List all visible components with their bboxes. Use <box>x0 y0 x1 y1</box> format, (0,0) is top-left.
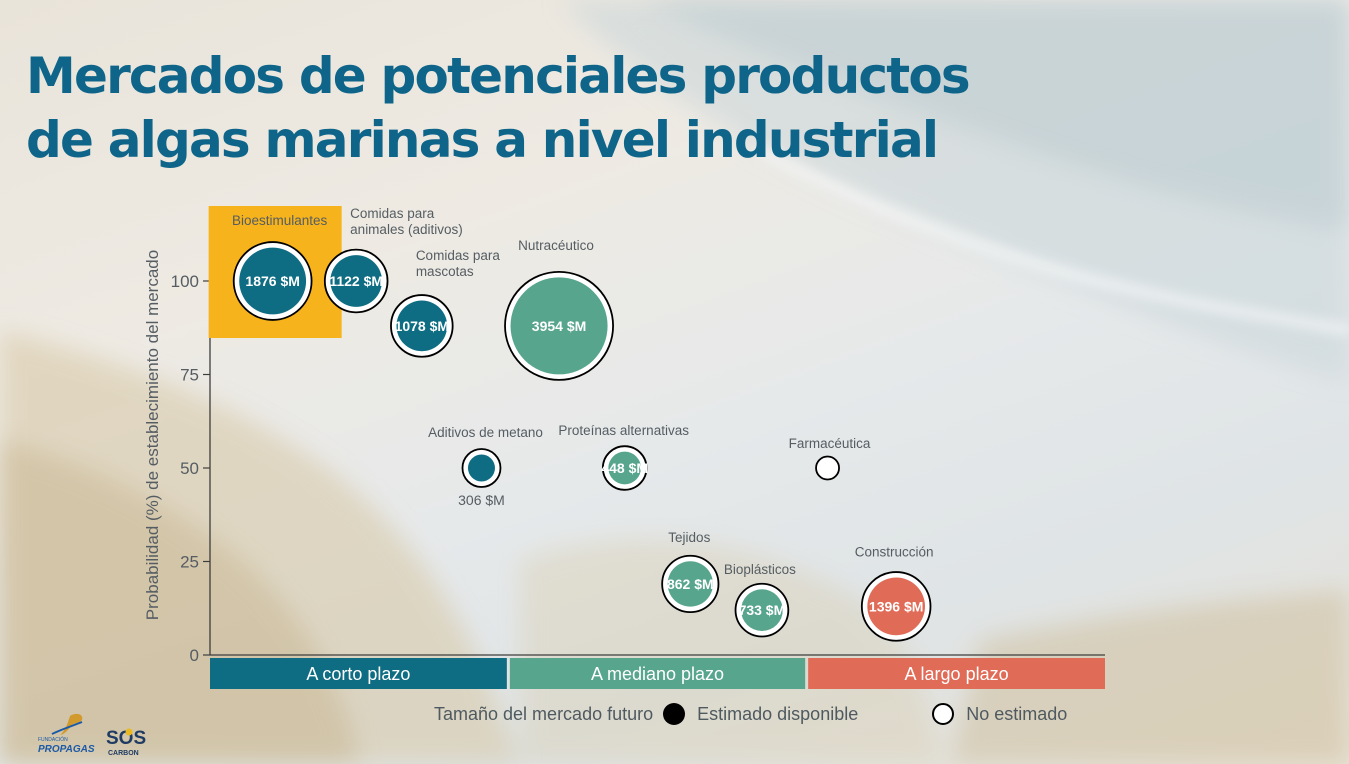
bubble-label-farmaceutica: Farmacéutica <box>789 436 871 451</box>
bubble-comidas-para-animales-aditivos <box>330 255 383 307</box>
bubble-label-nutraceutico: Nutracéutico <box>518 238 594 253</box>
bubble-label-proteinas-alternativas: Proteínas alternativas <box>558 423 689 438</box>
bubble-label-bioplasticos: Bioplásticos <box>724 562 796 577</box>
sos-logo-subtext: CARBON <box>108 750 139 757</box>
bubble-label-line: Tejidos <box>668 530 710 545</box>
bubble-proteinas-alternativas <box>608 451 642 485</box>
bubble-nutraceutico <box>510 277 608 375</box>
propagas-logo-text: PROPAGAS <box>38 744 95 755</box>
bubble-value-nutraceutico: 3954 $M <box>532 318 586 334</box>
bubble-tejidos <box>667 561 713 607</box>
bubble-label-line: Nutracéutico <box>518 238 594 253</box>
bubble-label-comidas-para-animales-aditivos: Comidas para animales (aditivos) <box>350 206 463 237</box>
bubble-label-bioestimulantes: Bioestimulantes <box>232 213 328 228</box>
bubble-bioestimulantes <box>239 247 307 315</box>
title-line-1: Mercados de potenciales productos <box>26 47 971 105</box>
legend-label-not-estimated: No estimado <box>966 703 1068 724</box>
bubble-label-line: Aditivos de metano <box>428 425 543 440</box>
y-tick-label: 25 <box>180 553 199 572</box>
legend-hollow-circle-icon <box>932 703 955 725</box>
bubble-aditivos-de-metano <box>467 454 495 482</box>
bubble-value-comidas-para-animales-aditivos: 1122 $M <box>329 273 383 289</box>
bubble-label-tejidos: Tejidos <box>668 530 710 545</box>
y-tick-label: 0 <box>190 646 199 665</box>
bubble-value-comidas-para-mascotas: 1078 $M <box>395 318 449 334</box>
bubble-value-tejidos: 862 $M <box>667 576 714 592</box>
propagas-logo: FUNDACIÓN PROPAGAS <box>38 713 95 755</box>
bubble-value-bioestimulantes: 1876 $M <box>245 273 299 289</box>
sos-logo-text: SOS <box>106 728 146 749</box>
term-band-a-mediano-plazo <box>509 658 806 689</box>
term-band-label-a-corto-plazo: A corto plazo <box>306 664 410 684</box>
chart-legend: Tamaño del mercado futuro Estimado dispo… <box>434 702 1067 726</box>
bubble-value-bioplasticos: 733 $M <box>739 602 786 618</box>
bubble-bioplasticos <box>741 589 783 632</box>
bubble-label-line: Construcción <box>855 544 934 559</box>
bubble-value-aditivos-de-metano: 306 $M <box>458 492 505 508</box>
y-tick-label: 75 <box>180 366 199 385</box>
bubble-value-proteinas-alternativas: 448 $M <box>601 460 648 476</box>
bubble-label-aditivos-de-metano: Aditivos de metano <box>428 425 543 440</box>
bubble-label-line: animales (aditivos) <box>350 222 463 237</box>
title-line-2: de algas marinas a nivel industrial <box>26 111 939 169</box>
bubble-comidas-para-mascotas <box>396 300 448 352</box>
legend-filled-circle-icon <box>663 703 686 725</box>
term-band-label-a-mediano-plazo: A mediano plazo <box>591 664 724 684</box>
bubble-value-construccion: 1396 $M <box>869 598 923 614</box>
bubble-farmaceutica <box>815 455 840 481</box>
sos-carbon-logo: SOS CARBON <box>106 728 146 757</box>
bubble-label-line: Bioestimulantes <box>232 213 328 228</box>
bubble-label-line: Bioplásticos <box>724 562 796 577</box>
y-tick-label: 50 <box>180 459 199 478</box>
bubble-label-line: Proteínas alternativas <box>558 423 689 438</box>
slide-title: Mercados de potenciales productos de alg… <box>26 44 971 172</box>
legend-title: Tamaño del mercado futuro <box>434 703 654 724</box>
bubble-label-line: Comidas para <box>350 206 435 221</box>
bubble-label-line: Farmacéutica <box>789 436 871 451</box>
y-tick-label: 100 <box>171 272 199 291</box>
propagas-logo-small-text: FUNDACIÓN <box>38 736 68 743</box>
legend-label-estimated: Estimado disponible <box>697 703 859 724</box>
term-band-a-largo-plazo <box>808 658 1105 689</box>
bubble-label-comidas-para-mascotas: Comidas para mascotas <box>416 248 501 279</box>
y-axis-title: Probabilidad (%) de establecimiento del … <box>143 250 162 620</box>
term-band-a-corto-plazo <box>210 658 507 689</box>
bubble-construccion <box>867 577 926 636</box>
term-band-label-a-largo-plazo: A largo plazo <box>905 664 1009 684</box>
bubble-label-line: Comidas para <box>416 248 501 263</box>
bubble-label-construccion: Construcción <box>855 544 934 559</box>
bubble-label-line: mascotas <box>416 264 474 279</box>
